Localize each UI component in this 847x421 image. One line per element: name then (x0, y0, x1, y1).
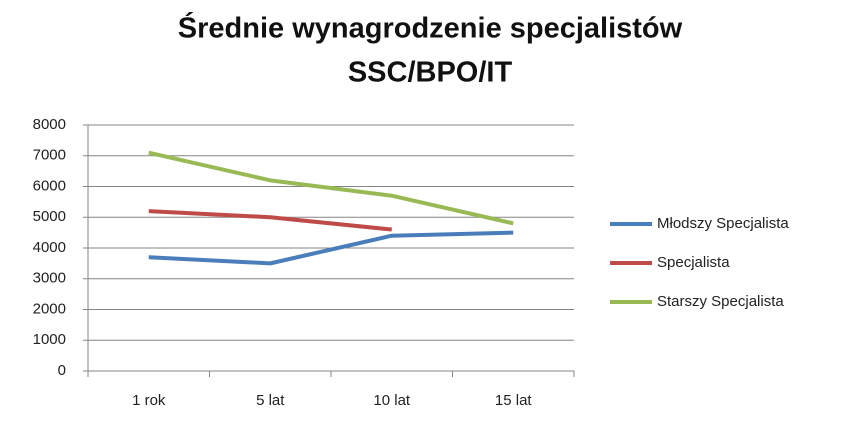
series-line (148, 209, 392, 232)
chart-title: Średnie wynagrodzenie specjalistów (178, 11, 683, 45)
legend-label: Młodszy Specjalista (657, 215, 789, 232)
y-tick-label: 4000 (33, 239, 66, 256)
y-tick-label: 2000 (33, 300, 66, 317)
x-tick-label: 1 rok (132, 392, 166, 409)
x-tick-label: 10 lat (373, 392, 411, 409)
series-line (148, 230, 514, 266)
y-tick-label: 0 (58, 362, 66, 379)
y-tick-label: 7000 (33, 147, 66, 164)
y-tick-label: 1000 (33, 331, 66, 348)
y-tick-label: 6000 (33, 177, 66, 194)
legend-label: Specjalista (657, 254, 730, 271)
x-tick-label: 5 lat (256, 392, 285, 409)
x-tick-label: 15 lat (495, 392, 533, 409)
y-tick-label: 5000 (33, 208, 66, 225)
series-line (148, 150, 514, 226)
y-tick-label: 3000 (33, 270, 66, 287)
legend-label: Starszy Specjalista (657, 293, 784, 310)
y-tick-label: 8000 (33, 116, 66, 133)
chart-title: SSC/BPO/IT (348, 57, 513, 89)
